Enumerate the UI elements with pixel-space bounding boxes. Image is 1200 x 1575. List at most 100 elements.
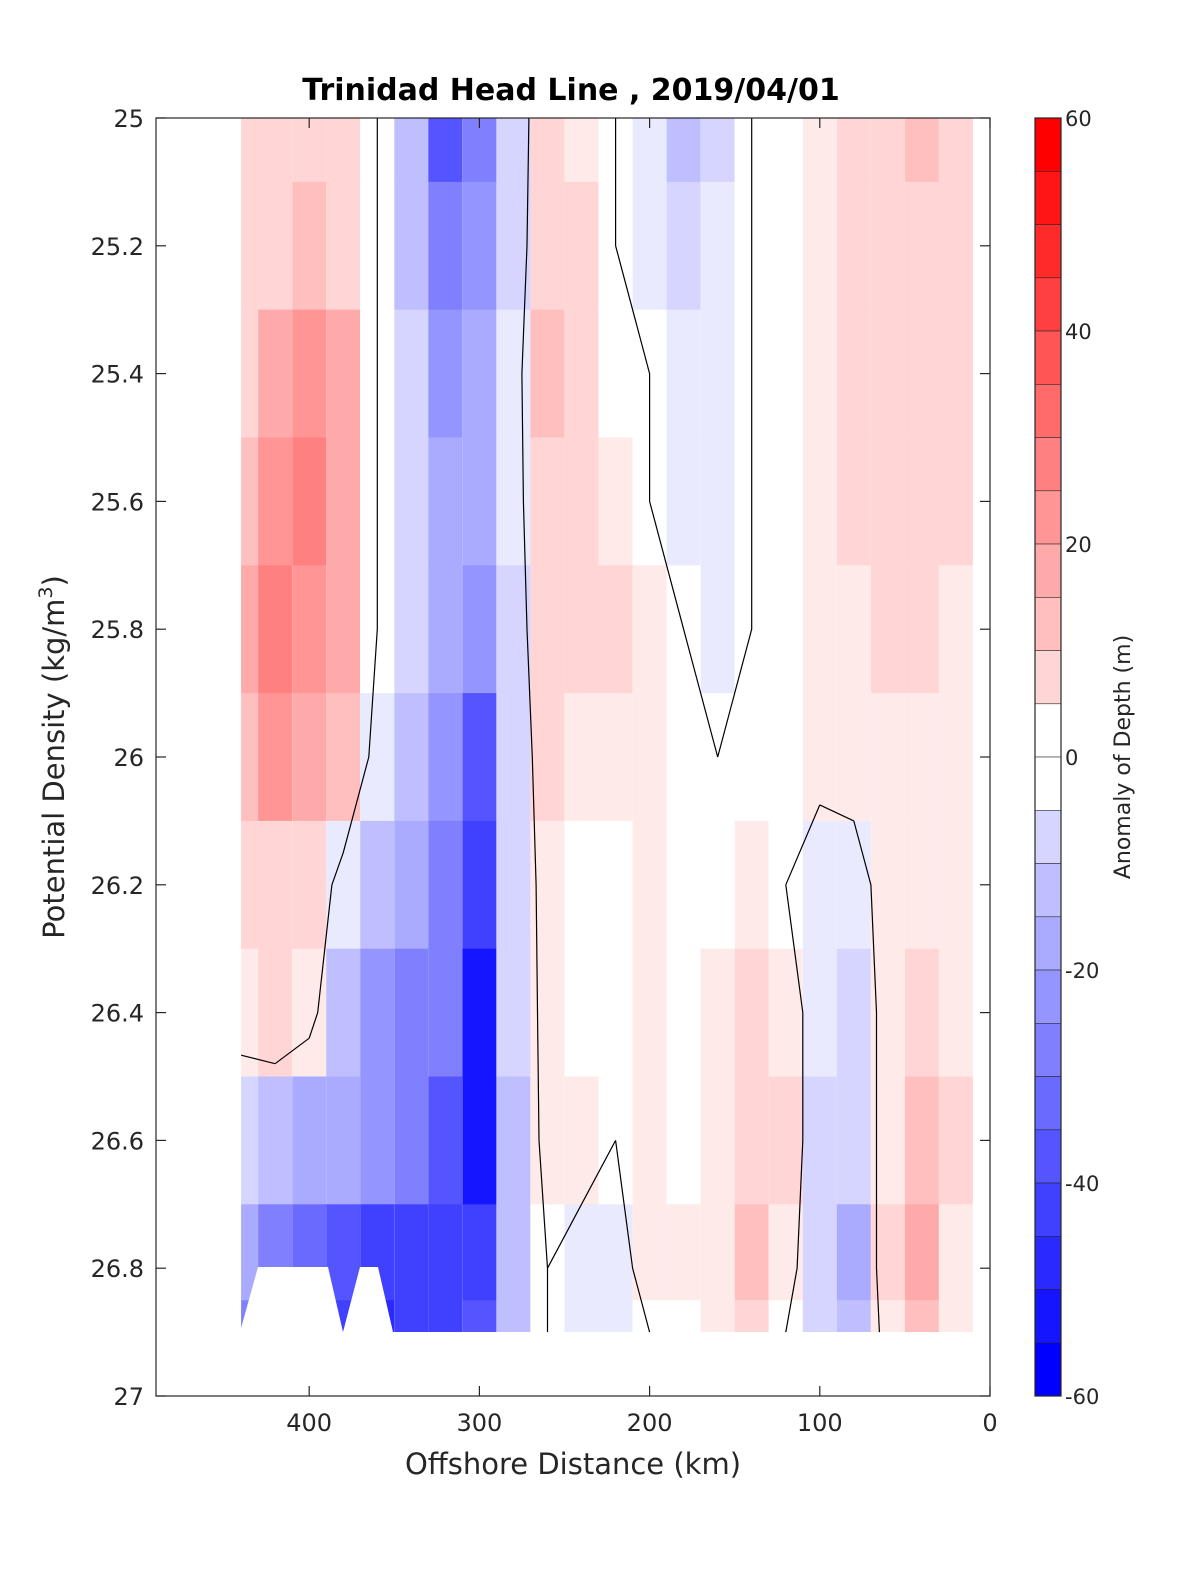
anomaly-cell	[904, 693, 939, 822]
anomaly-cell	[258, 565, 293, 694]
colorbar-tick-label: 60	[1065, 107, 1092, 131]
anomaly-cell	[700, 948, 735, 1077]
anomaly-cell	[904, 118, 939, 183]
colorbar-frame	[1034, 117, 1062, 1397]
anomaly-cell	[734, 693, 769, 822]
colorbar-swatch	[1034, 1289, 1062, 1344]
anomaly-cell	[666, 181, 701, 311]
anomaly-cell	[462, 948, 497, 1077]
anomaly-cell	[734, 948, 769, 1077]
anomaly-cell	[496, 820, 531, 950]
anomaly-cell	[938, 1300, 973, 1332]
anomaly-cell	[326, 118, 361, 183]
anomaly-cell	[700, 1204, 735, 1301]
anomaly-cell	[666, 693, 701, 822]
anomaly-cell	[904, 820, 939, 950]
colorbar-swatch	[1034, 703, 1062, 758]
anomaly-cell	[768, 948, 803, 1077]
anomaly-cell	[938, 948, 973, 1077]
anomaly-cell	[360, 693, 395, 822]
anomaly-cell	[462, 437, 497, 566]
anomaly-cell	[836, 948, 871, 1077]
anomaly-cell	[938, 693, 973, 822]
anomaly-cell	[496, 948, 531, 1077]
anomaly-cell	[428, 693, 463, 822]
anomaly-cell	[632, 1076, 667, 1205]
anomaly-cell	[734, 1300, 769, 1332]
anomaly-cell	[904, 1300, 939, 1332]
colorbar-swatch	[1034, 437, 1062, 492]
colorbar-swatch	[1034, 1182, 1062, 1237]
anomaly-cell	[836, 309, 871, 438]
anomaly-cell	[598, 693, 633, 822]
colorbar-swatch	[1034, 224, 1062, 279]
y-tick-label: 27	[113, 1383, 144, 1411]
anomaly-cell	[836, 820, 871, 950]
anomaly-cell	[870, 565, 905, 694]
colorbar-swatch	[1034, 383, 1062, 438]
y-axis-tick-labels: 25 25.2 25.4 25.6 25.8 26 26.2 26.4 26.6 26.8 27	[91, 105, 144, 1411]
x-tick-label: 200	[627, 1409, 673, 1437]
colorbar-swatch	[1034, 490, 1062, 545]
anomaly-cell	[394, 118, 429, 183]
anomaly-cell	[241, 948, 259, 1077]
anomaly-cell	[326, 693, 361, 822]
anomaly-cell	[836, 118, 871, 183]
anomaly-cell	[241, 1204, 259, 1301]
anomaly-cell	[241, 693, 259, 822]
y-tick-label: 26.6	[91, 1127, 144, 1155]
anomaly-cell	[768, 1300, 803, 1332]
colorbar-swatch	[1034, 543, 1062, 598]
anomaly-cell	[292, 820, 327, 950]
anomaly-cell	[394, 948, 429, 1077]
anomaly-cell	[938, 437, 973, 566]
anomaly-cell	[394, 309, 429, 438]
anomaly-cell	[530, 820, 565, 950]
colorbar-swatch	[1034, 969, 1062, 1024]
y-tick-label: 25	[113, 105, 144, 133]
anomaly-field	[241, 118, 973, 1332]
colorbar-swatch	[1034, 117, 1062, 172]
anomaly-cell	[802, 948, 837, 1077]
anomaly-cell	[530, 437, 565, 566]
anomaly-cell	[836, 1204, 871, 1301]
anomaly-cell	[904, 1076, 939, 1205]
anomaly-cell	[496, 309, 531, 438]
anomaly-cell	[394, 1076, 429, 1205]
anomaly-cell	[632, 118, 667, 183]
anomaly-cell	[564, 181, 599, 311]
anomaly-cell	[564, 437, 599, 566]
anomaly-cell	[462, 693, 497, 822]
anomaly-cell	[836, 437, 871, 566]
anomaly-cell	[360, 1076, 395, 1205]
anomaly-cell	[292, 1076, 327, 1205]
anomaly-cell	[904, 948, 939, 1077]
anomaly-cell	[700, 1076, 735, 1205]
anomaly-cell	[904, 309, 939, 438]
anomaly-cell	[802, 181, 837, 311]
anomaly-cell	[428, 565, 463, 694]
anomaly-cell	[870, 309, 905, 438]
anomaly-cell	[768, 565, 803, 694]
anomaly-cell	[598, 309, 633, 438]
anomaly-cell	[802, 820, 837, 950]
colorbar-tick-label: -60	[1065, 1385, 1099, 1409]
anomaly-cell	[598, 565, 633, 694]
anomaly-cell	[258, 437, 293, 566]
anomaly-cell	[326, 309, 361, 438]
anomaly-cell	[462, 1300, 497, 1332]
y-tick-label: 26	[113, 744, 144, 772]
anomaly-cell	[241, 820, 259, 950]
anomaly-cell	[632, 948, 667, 1077]
zero-contour-lines	[240, 118, 880, 1333]
colorbar-swatch	[1034, 1342, 1062, 1397]
anomaly-cell	[666, 948, 701, 1077]
x-tick-label: 100	[797, 1409, 843, 1437]
anomaly-cell	[938, 118, 973, 183]
colorbar-tick-label: -40	[1065, 1172, 1099, 1196]
colorbar-tick-label: 40	[1065, 320, 1092, 344]
anomaly-cell	[360, 948, 395, 1077]
anomaly-cell	[360, 820, 395, 950]
anomaly-cell	[904, 565, 939, 694]
y-axis-label-close: )	[37, 575, 71, 586]
